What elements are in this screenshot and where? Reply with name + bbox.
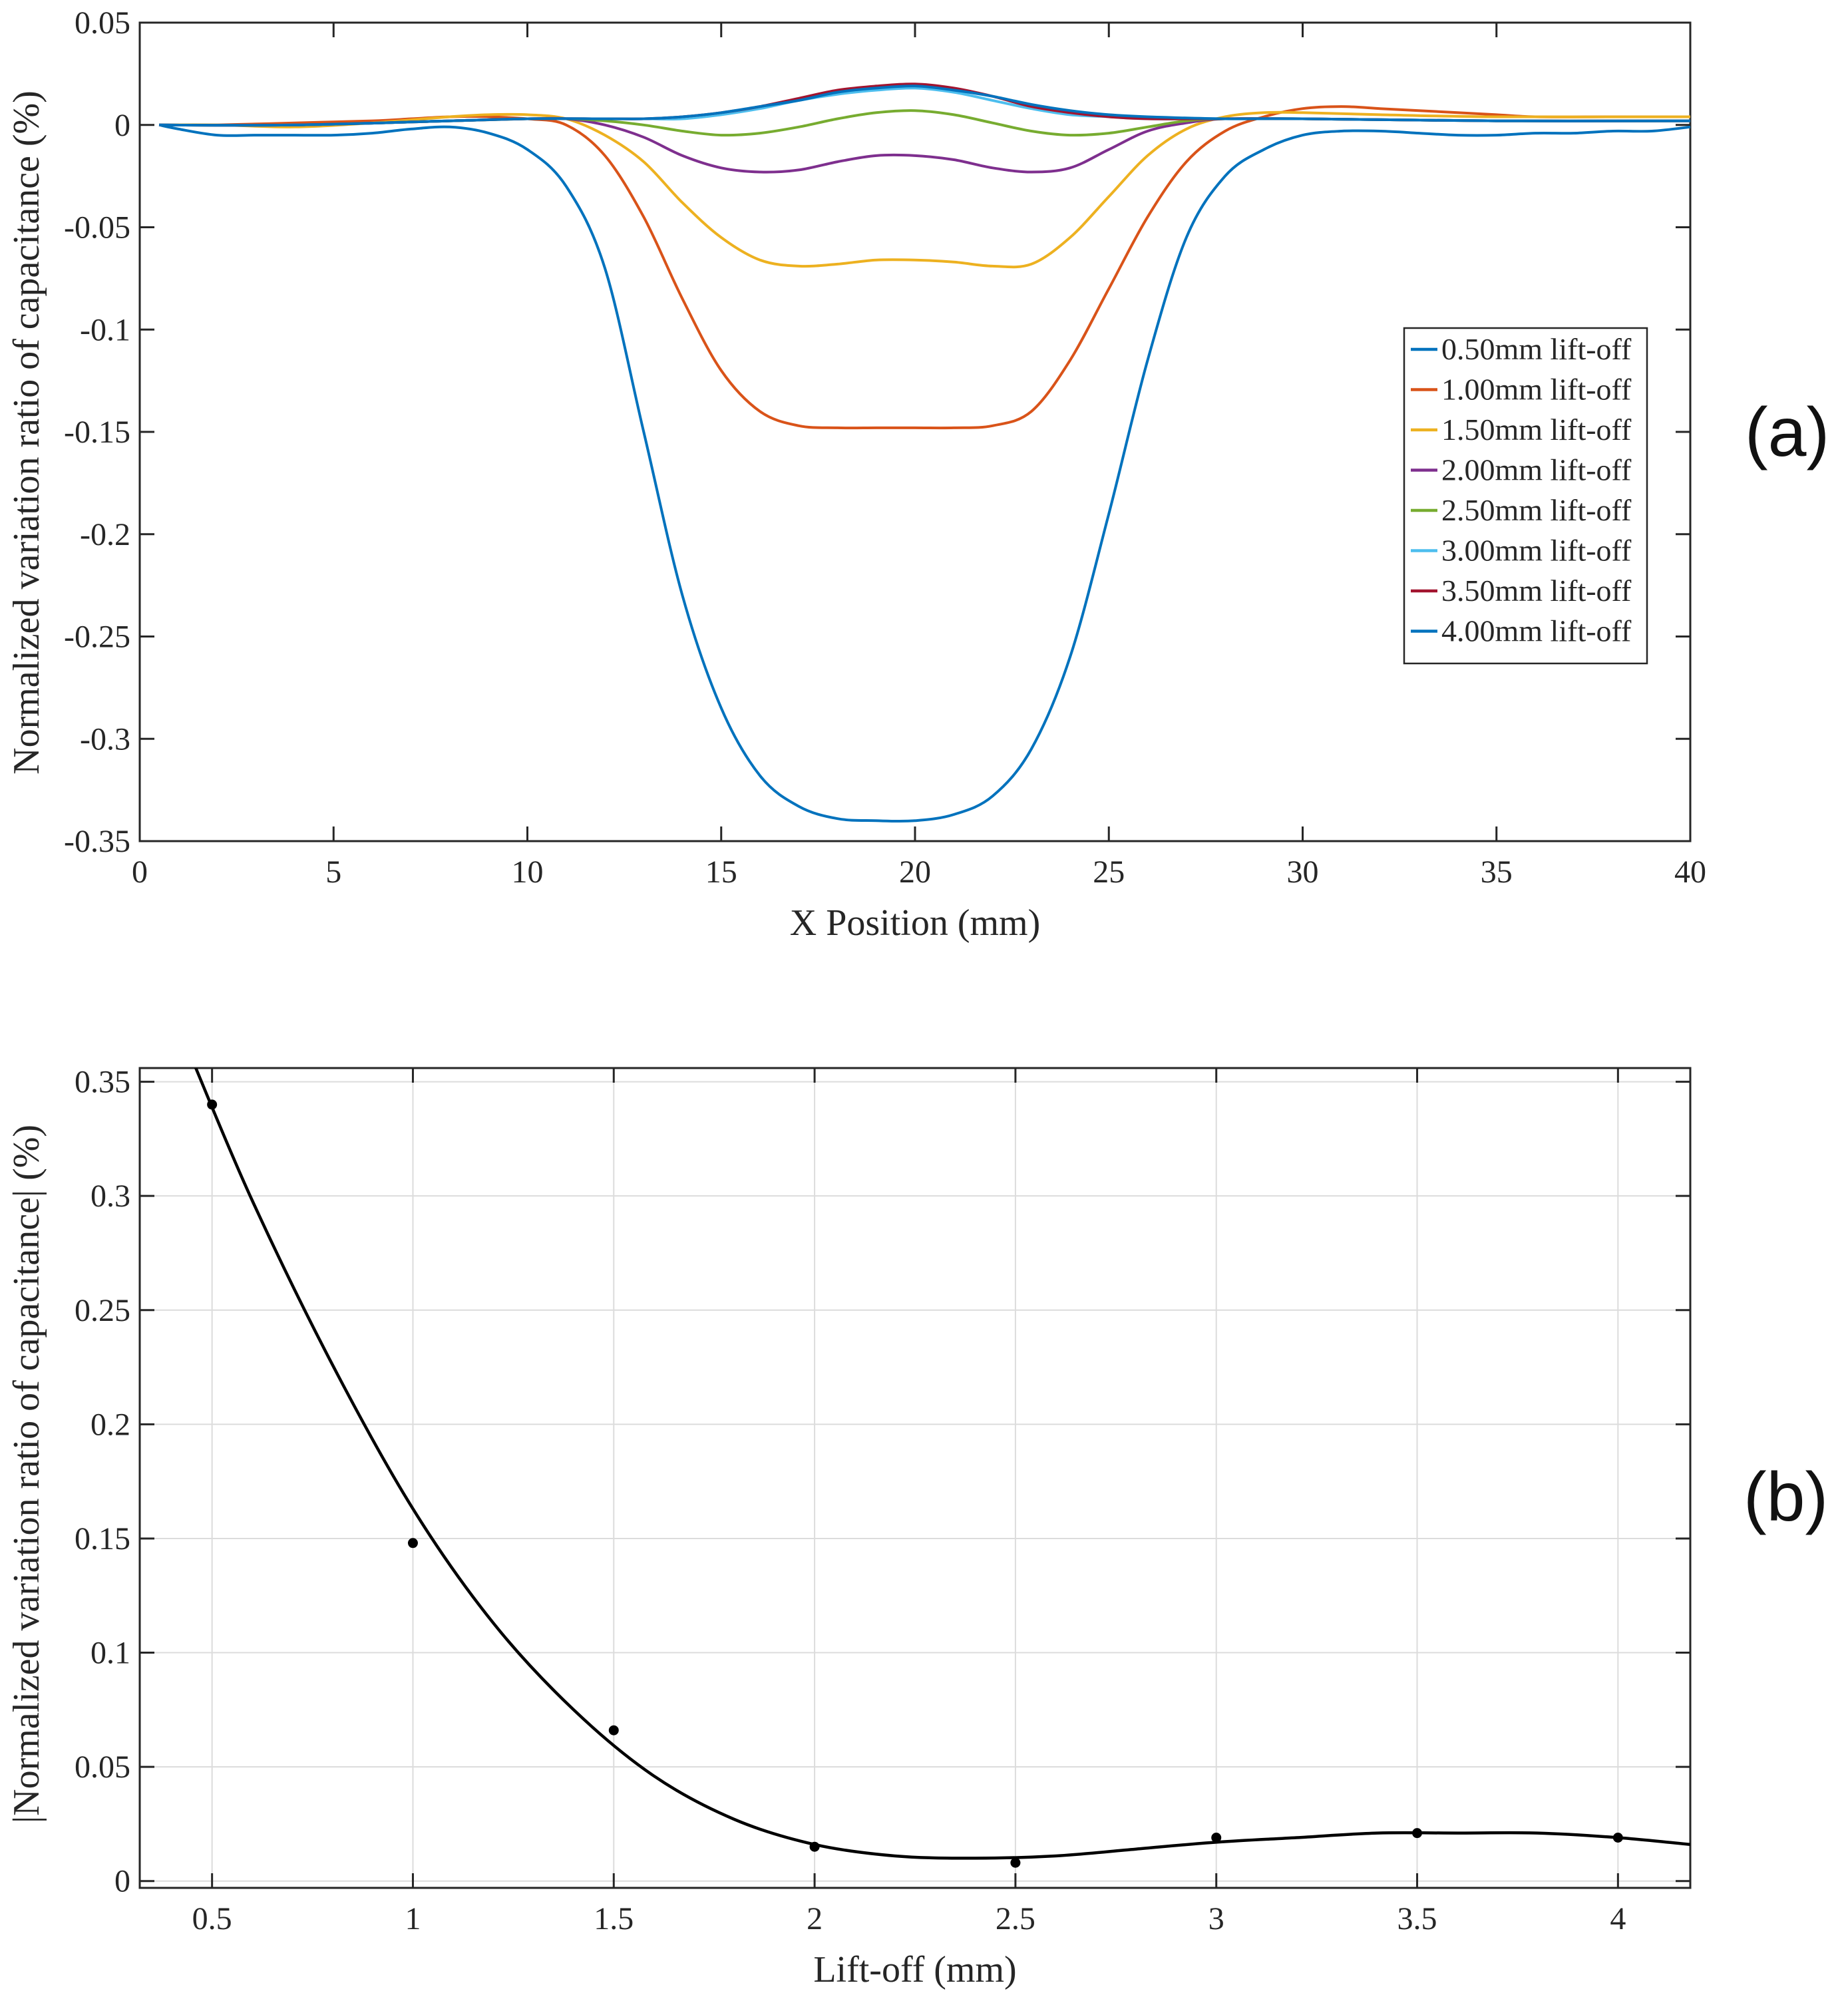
legend-entry: 0.50mm lift-off [1441,332,1632,366]
y-tick-label-b: 0.2 [91,1407,130,1442]
y-axis-title-b: |Normalized variation ratio of capacitan… [6,1125,47,1823]
y-tick-label-a: -0.05 [64,210,130,246]
x-tick-label-b: 2 [807,1901,823,1936]
y-tick-label-a: -0.35 [64,824,130,859]
y-tick-label-a: -0.15 [64,415,130,450]
y-axis-title-a: Normalized variation ratio of capacitanc… [6,91,47,775]
data-point [1412,1828,1423,1839]
data-point [1612,1833,1623,1843]
axis-ticks-a: 0 5 10 15 20 25 30 35 40 0.05 0 -0.05 -0.1 -0.15 -0.2 -… [64,5,1706,890]
x-tick-label-b: 3 [1208,1901,1224,1936]
plot-area-b [138,1067,1692,1889]
x-tick-label-b: 2.5 [996,1901,1035,1936]
y-tick-label-b: 0.25 [75,1293,130,1328]
legend-a: 0.50mm lift-off 1.00mm lift-off 1.50mm lif… [1403,327,1648,665]
data-point [207,1099,218,1110]
data-point [809,1841,820,1852]
data-points-b [207,1099,1623,1868]
data-point [608,1725,619,1735]
x-tick-label-a: 10 [512,854,544,890]
legend-entry: 4.00mm lift-off [1441,614,1632,648]
x-tick-label-a: 5 [325,854,341,890]
legend-entry: 1.00mm lift-off [1441,373,1632,407]
x-tick-label-a: 15 [705,854,737,890]
series-line [158,123,1691,823]
data-point [1010,1857,1021,1868]
grid-lines-b [140,1068,1690,1888]
y-tick-label-b: 0.35 [75,1065,130,1100]
x-axis-title-a: X Position (mm) [790,902,1040,944]
fit-curve [194,1068,1690,1860]
x-tick-label-a: 40 [1674,854,1706,890]
x-tick-label-b: 3.5 [1397,1901,1437,1936]
legend-entry: 2.00mm lift-off [1441,453,1632,487]
data-point [1211,1833,1222,1843]
series-line [159,110,1691,269]
y-tick-label-a: 0.05 [75,5,130,41]
x-axis-title-b: Lift-off (mm) [813,1949,1016,1990]
legend-box [1403,327,1648,665]
series-line [159,85,1691,127]
legend-entry: 3.00mm lift-off [1441,534,1632,568]
y-tick-label-b: 0.15 [75,1521,130,1556]
x-tick-label-a: 25 [1093,854,1125,890]
x-tick-label-a: 20 [899,854,931,890]
legend-entry: 3.50mm lift-off [1441,574,1632,608]
y-tick-label-a: 0 [114,108,130,143]
y-tick-label-a: -0.1 [80,312,130,347]
y-tick-label-a: -0.2 [80,517,130,552]
data-point [407,1538,418,1548]
x-tick-label-a: 0 [132,854,148,890]
axis-ticks-b: 0.5 1 1.5 2 2.5 3 3.5 4 0 0.05 0.1 0.15 0.2 0.25 0.3 0.… [75,1065,1690,1936]
y-tick-label-b: 0.05 [75,1749,130,1785]
y-tick-label-b: 0.1 [91,1636,130,1671]
chart-panel-b: 0.5 1 1.5 2 2.5 3 3.5 4 0 0.05 0.1 0.15 0.2 0.25 0.3 0.… [6,1065,1828,1990]
x-tick-label-a: 35 [1481,854,1513,890]
fit-curve-b [194,1068,1690,1860]
y-tick-label-a: -0.3 [80,721,130,757]
series-line [159,105,1690,430]
x-tick-label-b: 1.5 [594,1901,634,1936]
y-tick-label-a: -0.25 [64,620,130,655]
x-tick-label-b: 4 [1610,1901,1626,1936]
x-tick-label-b: 0.5 [192,1901,232,1936]
x-tick-label-b: 1 [405,1901,421,1936]
legend-entry: 2.50mm lift-off [1441,493,1632,527]
y-tick-label-b: 0 [114,1864,130,1899]
panel-label-a: (a) [1745,394,1829,471]
series-lines-a [158,83,1691,823]
chart-panel-a: 0 5 10 15 20 25 30 35 40 0.05 0 -0.05 -0.1 -0.15 -0.2 -… [6,5,1829,944]
x-tick-label-a: 30 [1287,854,1319,890]
legend-entry: 1.50mm lift-off [1441,413,1632,447]
y-tick-label-b: 0.3 [91,1179,130,1214]
panel-label-b: (b) [1744,1459,1828,1536]
